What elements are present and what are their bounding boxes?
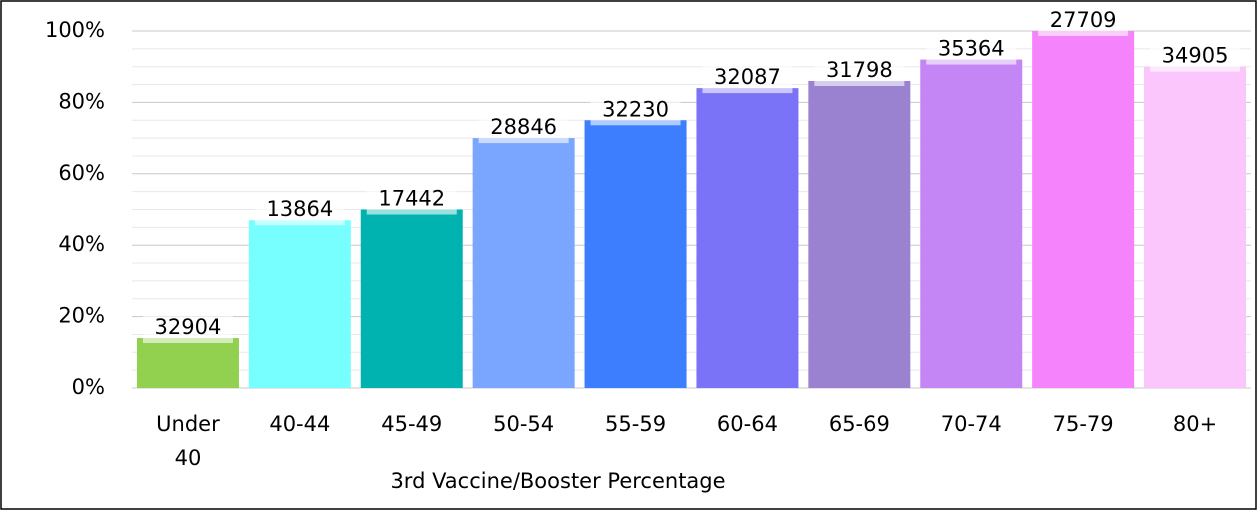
bar [696,88,799,389]
y-tick-label: 20% [58,304,105,328]
data-label-box [1038,6,1129,36]
bar [360,209,463,388]
bar [1032,31,1135,388]
data-label: 34905 [1162,44,1229,68]
data-label: 32087 [714,65,781,89]
data-label-box [254,195,345,226]
y-tick-label: 40% [58,232,105,256]
bar [248,220,351,388]
bar [920,59,1023,389]
y-tick-label: 0% [72,375,105,399]
x-tick-label: 80+ [1173,412,1217,436]
data-label: 17442 [378,187,445,211]
x-tick-label: 45-49 [381,412,442,436]
x-tick-label: 50-54 [493,412,554,436]
bar [136,338,239,388]
x-tick-label: Under 40 [156,412,220,470]
data-label-box [814,55,905,86]
x-tick-label: 65-69 [829,412,890,436]
bar [584,120,687,388]
data-label-box [142,313,233,344]
bar [1144,66,1247,388]
x-axis-title: 3rd Vaccine/Booster Percentage [390,469,725,493]
y-tick-label: 80% [58,89,105,113]
data-label: 27709 [1050,8,1117,32]
x-tick-label: 40-44 [269,412,330,436]
data-label-box [366,184,457,215]
bar [472,138,575,388]
data-label-box [926,34,1017,65]
x-tick-label: 55-59 [605,412,666,436]
x-tick-label: 60-64 [717,412,778,436]
x-tick-label: 75-79 [1053,412,1114,436]
data-label: 32230 [602,97,669,121]
data-label: 32904 [155,315,222,339]
data-label-box [1150,41,1241,72]
data-label: 31798 [826,58,893,82]
x-tick-label: 70-74 [941,412,1002,436]
data-label-box [702,63,793,94]
data-label: 35364 [938,37,1005,61]
data-label-box [590,95,681,126]
data-label-box [478,113,569,144]
bar [808,80,911,388]
y-tick-label: 100% [45,18,105,42]
data-label: 28846 [490,115,557,139]
y-tick-label: 60% [58,161,105,185]
data-label: 13864 [266,197,333,221]
